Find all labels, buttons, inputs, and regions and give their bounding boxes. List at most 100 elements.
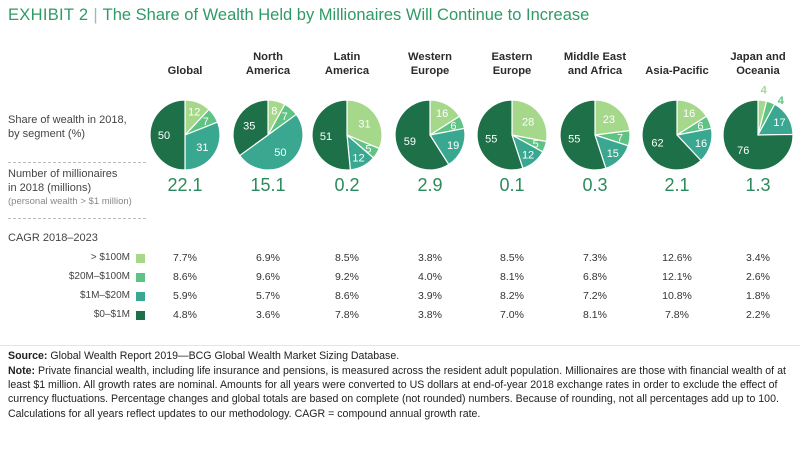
millionaires-count: 2.1: [664, 175, 690, 195]
cagr-value: 12.1%: [662, 271, 692, 283]
pie-chart: 166 19 59: [394, 99, 466, 171]
cagr-segment-swatch: [136, 273, 145, 282]
pie-slice: [232, 99, 269, 157]
region-name-line: Western: [408, 51, 452, 63]
millionaires-count: 1.3: [745, 175, 771, 195]
region-name: Middle East and Africa: [551, 50, 639, 78]
region-name-line: Japan and: [730, 51, 786, 63]
divider-2: [8, 218, 146, 219]
pie-slice-label: 19: [447, 140, 459, 152]
title-separator: |: [93, 6, 98, 24]
pie-slice: [311, 99, 351, 171]
pie-slice: [511, 99, 548, 143]
cagr-value: 8.6%: [173, 271, 197, 283]
cagr-value: 5.7%: [256, 290, 280, 302]
pie-slice-label: 12: [522, 149, 534, 161]
footer-rule: [0, 345, 800, 346]
region-name-line: America: [324, 65, 370, 77]
pie-slice: [429, 127, 466, 166]
title-text: The Share of Wealth Held by Millionaires…: [102, 6, 590, 24]
cagr-value: 7.0%: [500, 309, 524, 321]
region-name-line: North: [253, 51, 283, 63]
share-row-label-line2: by segment (%): [8, 128, 86, 140]
pie-slice-label: 50: [158, 130, 170, 142]
pie-slice-label: 8: [271, 106, 277, 118]
cagr-value: 8.2%: [500, 290, 524, 302]
cagr-value: 3.8%: [418, 252, 442, 264]
footer-source: Source: Global Wealth Report 2019—BCG Gl…: [8, 349, 796, 363]
cagr-segment-swatch: [136, 292, 145, 301]
cagr-value: 10.8%: [662, 290, 692, 302]
pie-slice-label: 16: [436, 108, 448, 120]
pie-slice: [559, 99, 607, 171]
pie-slice-label: 12: [352, 152, 364, 164]
region-name-line: Europe: [410, 65, 450, 77]
region-name: Asia-Pacific: [633, 64, 721, 78]
share-row-label: Share of wealth in 2018, by segment (%): [8, 113, 127, 141]
footer-note: Note: Private financial wealth, includin…: [8, 364, 796, 421]
region-name-line: Europe: [492, 65, 532, 77]
millionaires-count: 22.1: [167, 175, 203, 195]
pie-slice-label: 7: [203, 116, 209, 128]
region-name: Latin America: [303, 50, 391, 78]
cagr-value: 8.5%: [335, 252, 359, 264]
pie-chart: 31 512 51: [311, 99, 383, 171]
exhibit-label: EXHIBIT 2: [8, 6, 89, 24]
pie-slice: [476, 99, 524, 171]
cagr-segment-swatch: [136, 254, 145, 263]
cagr-value: 7.2%: [583, 290, 607, 302]
cagr-segment-label: $1M–$20M: [79, 290, 130, 301]
millionaires-count: 0.3: [582, 175, 608, 195]
pie-slice-label: 31: [196, 142, 208, 154]
cagr-value: 2.6%: [746, 271, 770, 283]
pie-slice: [238, 113, 304, 171]
number-row-label: Number of millionaires in 2018 (millions…: [8, 167, 132, 209]
region-name-line: Middle East: [563, 51, 627, 63]
pie-slice-label: 17: [773, 117, 785, 129]
cagr-segment-label: $20M–$100M: [68, 271, 130, 282]
pie-slice-label: 5: [365, 143, 371, 155]
pie-slice: [394, 99, 450, 171]
cagr-value: 8.5%: [500, 252, 524, 264]
pie-slice: [149, 99, 186, 171]
pie-slice-label: 7: [617, 132, 623, 144]
number-row-label-line2: in 2018 (millions): [8, 182, 92, 194]
region-name-line: America: [245, 65, 291, 77]
cagr-value: 8.1%: [500, 271, 524, 283]
pie-slice-label: 16: [695, 138, 707, 150]
pie-slice: [184, 121, 221, 171]
pie-chart: 237 15 55: [559, 99, 631, 171]
pie-slice-label: 35: [243, 120, 255, 132]
pie-slice-label: 31: [358, 118, 370, 130]
cagr-value: 9.6%: [256, 271, 280, 283]
cagr-value: 12.6%: [662, 252, 692, 264]
millionaires-count: 2.9: [417, 175, 443, 195]
cagr-value: 1.8%: [746, 290, 770, 302]
cagr-value: 6.8%: [583, 271, 607, 283]
number-row-note: (personal wealth > $1 million): [8, 196, 132, 207]
pie-slice-label: 15: [607, 148, 619, 160]
region-name: Eastern Europe: [468, 50, 556, 78]
note-text: Private financial wealth, including life…: [8, 365, 786, 420]
cagr-value: 3.6%: [256, 309, 280, 321]
cagr-value: 5.9%: [173, 290, 197, 302]
pie-slice: [641, 99, 702, 171]
pie-slice-label: 4: [761, 84, 768, 96]
cagr-value: 4.8%: [173, 309, 197, 321]
number-row-label-line1: Number of millionaires: [8, 168, 118, 180]
pie-slice: [722, 99, 794, 171]
region-name: Japan and Oceania: [714, 50, 800, 78]
page-title: EXHIBIT 2 | The Share of Wealth Held by Mi…: [8, 6, 589, 25]
pie-slice-label: 51: [320, 131, 332, 143]
cagr-value: 3.9%: [418, 290, 442, 302]
pie-slice-label: 16: [683, 108, 695, 120]
region-name-line: Oceania: [736, 65, 780, 77]
pie-slice: [594, 99, 631, 136]
cagr-value: 9.2%: [335, 271, 359, 283]
source-text: Global Wealth Report 2019—BCG Global Wea…: [50, 350, 400, 362]
region-name-line: Asia-Pacific: [645, 65, 709, 77]
pie-slice-label: 28: [522, 117, 534, 129]
pie-chart: 28 512 55: [476, 99, 548, 171]
pie-slice-label: 12: [188, 107, 200, 119]
